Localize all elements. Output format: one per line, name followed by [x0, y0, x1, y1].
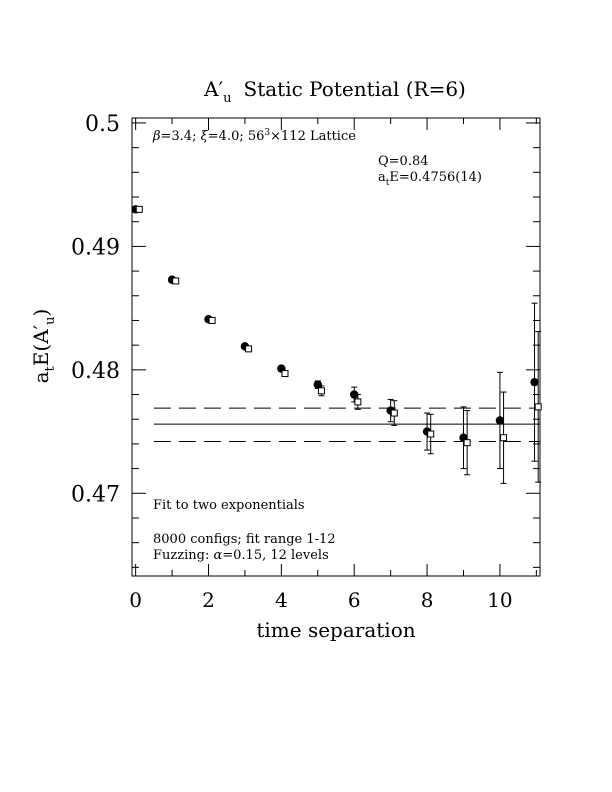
data-points	[131, 205, 542, 484]
data-point-square	[135, 205, 143, 213]
y-tick-label: 0.49	[71, 235, 120, 260]
x-tick-label: 2	[202, 588, 215, 612]
chart-title: A′u Static Potential (R=6)	[203, 77, 466, 106]
data-point-square	[354, 398, 362, 406]
y-tick-label: 0.48	[71, 359, 120, 384]
x-tick-label: 10	[487, 588, 512, 612]
q-annotation: Q=0.84	[378, 154, 429, 169]
fuzzing-annotation: Fuzzing: α=0.15, 12 levels	[153, 548, 329, 563]
x-tick-label: 6	[348, 588, 361, 612]
data-point-square	[463, 439, 471, 447]
configs-annotation: 8000 configs; fit range 1-12	[153, 532, 336, 547]
x-tick-label: 4	[275, 588, 288, 612]
data-point-square	[281, 370, 289, 378]
y-tick-label: 0.47	[71, 482, 120, 507]
axis-ticks	[132, 118, 540, 576]
data-point-square	[500, 434, 508, 442]
fit-label: Fit to two exponentials	[153, 498, 305, 513]
data-point-square	[172, 277, 180, 285]
data-point-circle	[313, 380, 322, 389]
lattice-annotation: β=3.4; ξ=4.0; 563×112 Lattice	[152, 128, 356, 144]
y-axis-label: atE(A′u)	[29, 309, 58, 384]
plot-frame	[131, 117, 541, 577]
x-axis-label: time separation	[256, 618, 415, 642]
x-tick-label: 8	[421, 588, 434, 612]
data-point-square	[390, 409, 398, 417]
fit-band	[153, 407, 540, 442]
data-point-square	[534, 403, 542, 411]
energy-annotation: atE=0.4756(14)	[378, 170, 482, 188]
data-point-circle	[350, 390, 359, 399]
data-point-square	[427, 430, 435, 438]
data-point-square	[208, 316, 216, 324]
data-point-square	[317, 387, 325, 395]
x-tick-label: 0	[129, 588, 142, 612]
y-tick-label: 0.5	[85, 112, 120, 137]
data-point-circle	[495, 416, 505, 425]
data-point-circle	[530, 377, 539, 387]
data-point-square	[245, 345, 253, 353]
tick-labels: 0 2 4 6 8 10 0.47 0.48 0.49 0.5	[71, 112, 513, 612]
